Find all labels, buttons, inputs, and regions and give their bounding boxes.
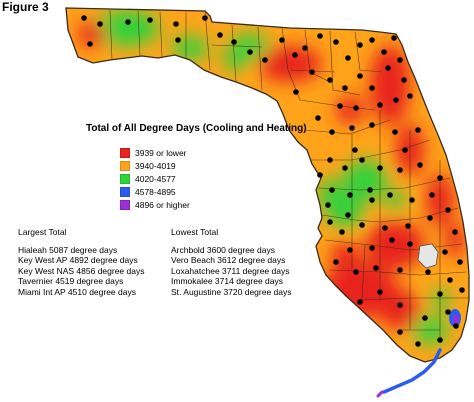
largest-item: Tavernier 4519 degree days bbox=[18, 276, 124, 287]
legend-item: 4578-4895 bbox=[120, 185, 190, 198]
legend-item: 4896 or higher bbox=[120, 198, 190, 211]
lowest-item: Loxahatchee 3711 degree days bbox=[171, 265, 290, 276]
legend-swatch bbox=[120, 147, 130, 158]
legend-label: 4020-4577 bbox=[135, 173, 176, 184]
legend-item: 4020-4577 bbox=[120, 172, 190, 185]
legend-label: 3940-4019 bbox=[135, 160, 176, 171]
lowest-total-heading: Lowest Total bbox=[171, 227, 219, 237]
legend-label: 4896 or higher bbox=[135, 199, 190, 210]
largest-total-heading: Largest Total bbox=[18, 227, 67, 237]
largest-total-list: Largest Total Hialeah 5087 degree days K… bbox=[18, 227, 144, 298]
legend-swatch bbox=[120, 173, 130, 184]
map-title: Total of All Degree Days (Cooling and He… bbox=[86, 123, 307, 134]
lowest-item: Archbold 3600 degree days bbox=[171, 244, 275, 255]
legend-item: 3939 or lower bbox=[120, 146, 190, 159]
lowest-item: St. Augustine 3720 degree days bbox=[171, 286, 292, 297]
legend-swatch bbox=[120, 160, 130, 171]
largest-item: Hialeah 5087 degree days bbox=[18, 244, 118, 255]
figure-label: Figure 3 bbox=[2, 0, 49, 14]
largest-item: Key West AP 4892 degree days bbox=[18, 255, 138, 266]
lowest-total-list: Lowest Total Archbold 3600 degree days V… bbox=[171, 227, 292, 298]
legend-swatch bbox=[120, 186, 130, 197]
station-markers bbox=[81, 15, 465, 347]
florida-keys bbox=[376, 348, 442, 398]
lowest-item: Immokalee 3714 degree days bbox=[171, 276, 283, 287]
legend-label: 3939 or lower bbox=[135, 147, 187, 158]
largest-item: Miami Int AP 4510 degree days bbox=[18, 286, 136, 297]
legend-swatch bbox=[120, 199, 130, 210]
legend-label: 4578-4895 bbox=[135, 186, 176, 197]
legend-item: 3940-4019 bbox=[120, 159, 190, 172]
largest-item: Key West NAS 4856 degree days bbox=[18, 265, 145, 276]
lake-okeechobee bbox=[417, 243, 439, 269]
legend: 3939 or lower 3940-4019 4020-4577 4578-4895… bbox=[120, 146, 190, 211]
lowest-item: Vero Beach 3612 degree days bbox=[171, 255, 286, 266]
